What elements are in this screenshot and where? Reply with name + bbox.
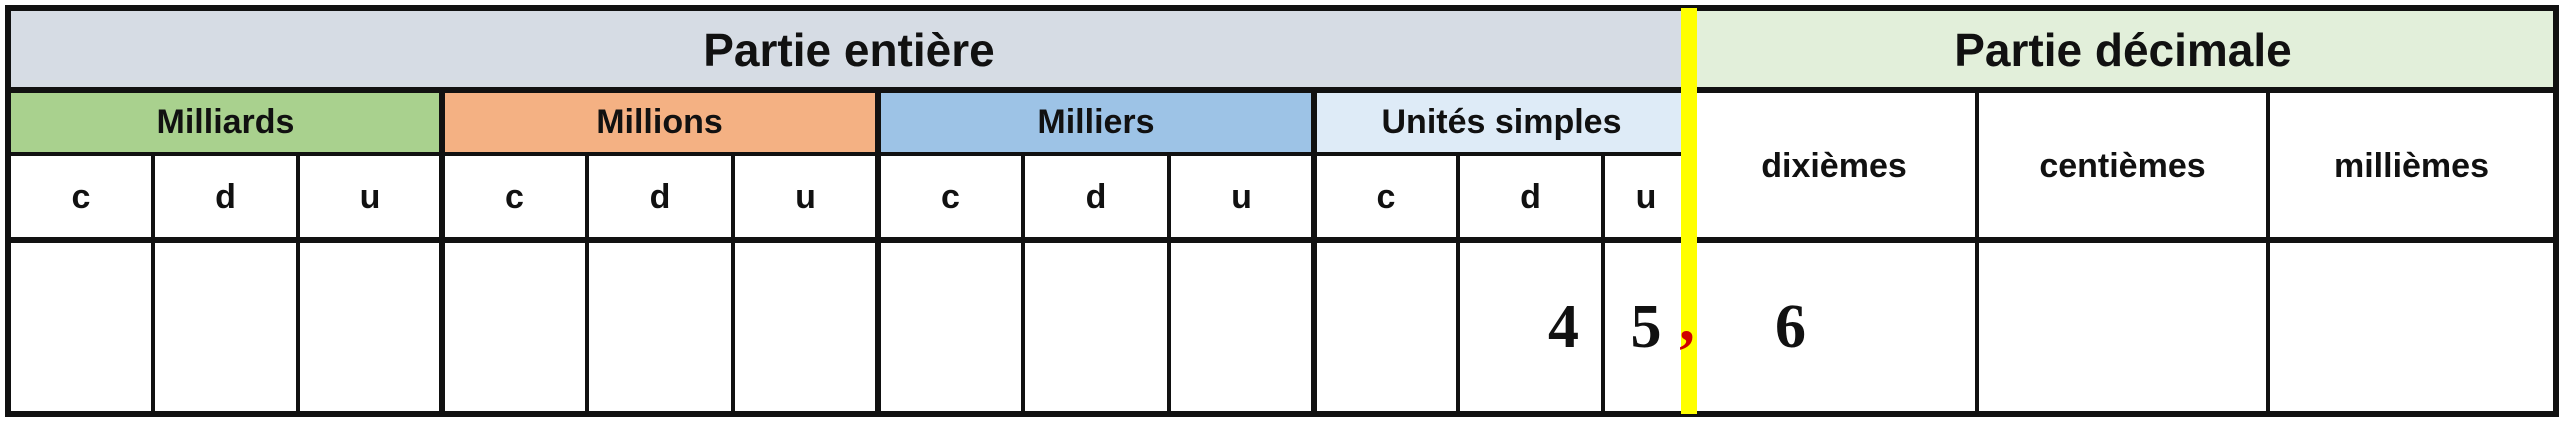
group-unites-simples: Unités simples <box>1313 90 1690 155</box>
group-milliards: Milliards <box>8 90 443 155</box>
table-frame <box>5 5 2559 417</box>
row-divider <box>8 87 2556 93</box>
row-divider <box>8 237 2556 243</box>
group-divider <box>439 90 445 414</box>
group-divider <box>1311 90 1317 414</box>
decimal-separator-line <box>1681 8 1697 414</box>
group-divider <box>875 90 881 414</box>
decimal-comma: , <box>1679 285 1695 354</box>
